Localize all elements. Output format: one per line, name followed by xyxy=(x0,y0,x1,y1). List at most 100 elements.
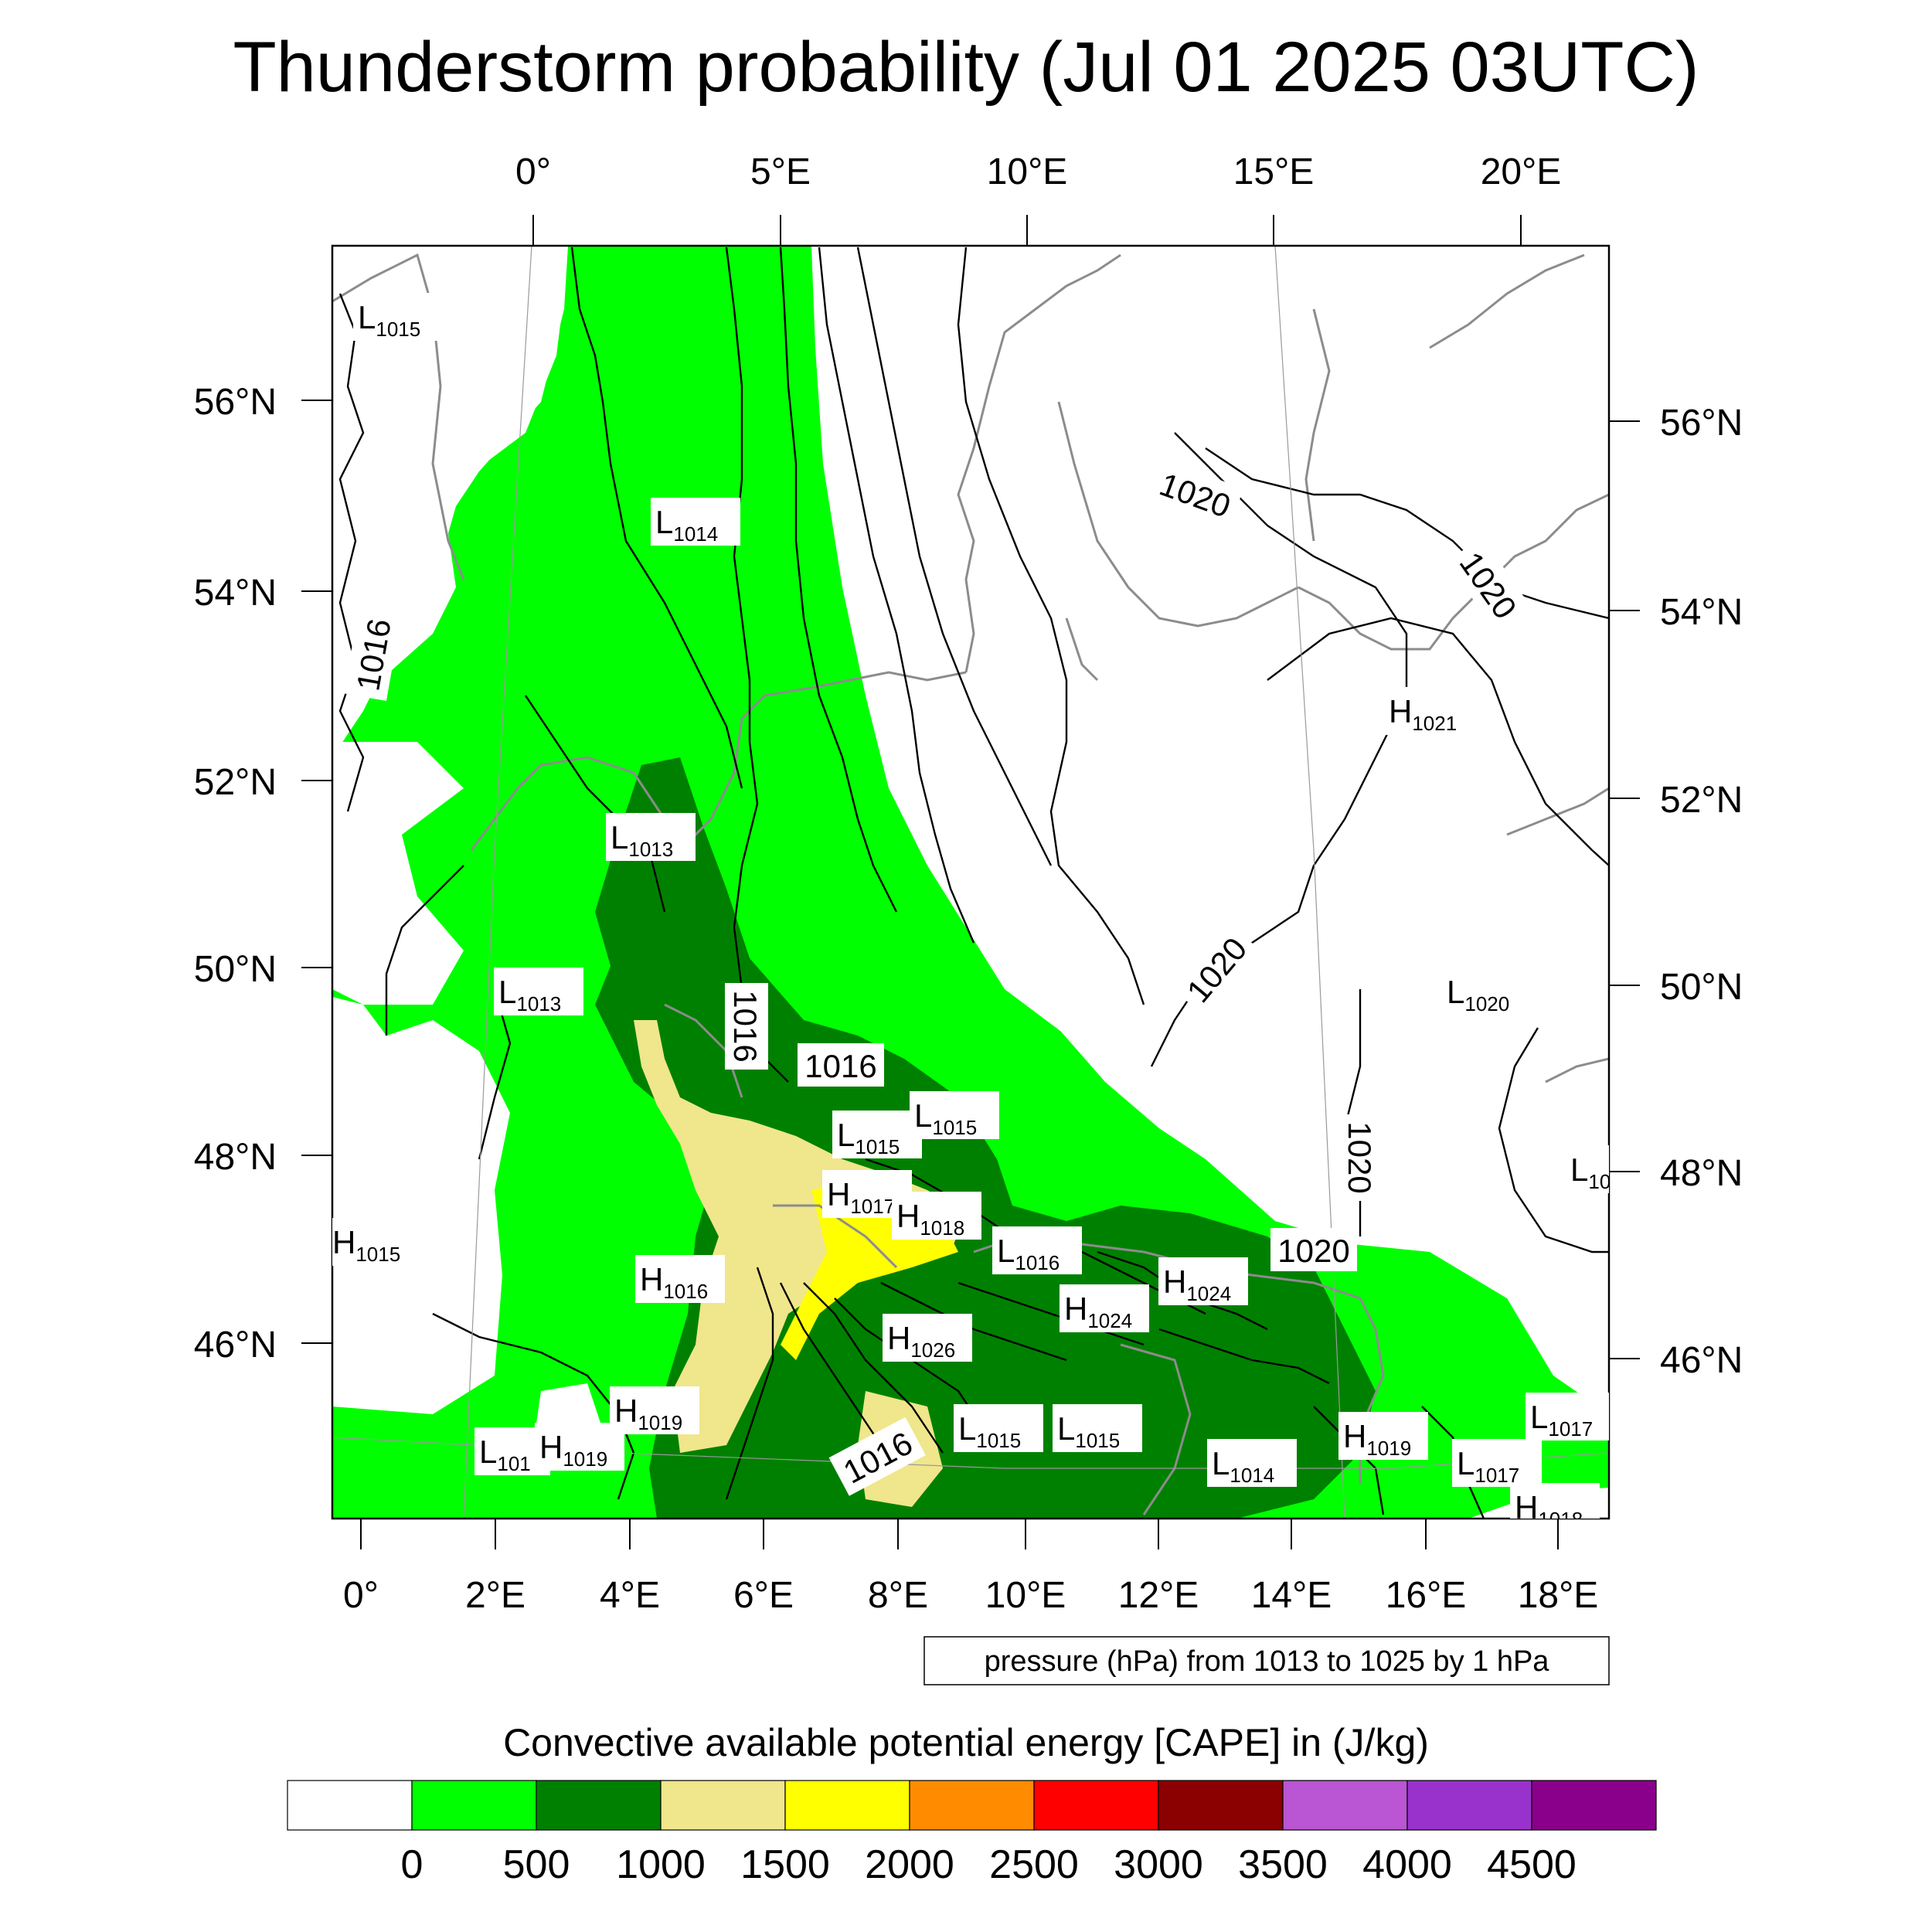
pressure-center-label-bg xyxy=(651,498,740,546)
colorbar-swatch xyxy=(1406,1780,1532,1831)
high-pressure-label: H1016 xyxy=(640,1261,708,1303)
colorbar-swatch xyxy=(909,1780,1035,1831)
cape-region-0-500 xyxy=(332,246,1609,1519)
bottom-lon-tick-label: 6°E xyxy=(733,1575,794,1616)
colorbar-swatch xyxy=(411,1780,537,1831)
low-pressure-label: L1015 xyxy=(1057,1410,1120,1452)
low-pressure-label: L1014 xyxy=(655,504,718,546)
high-pressure-label: H1024 xyxy=(1163,1264,1231,1305)
high-pressure-label: H1018 xyxy=(1515,1489,1583,1531)
high-pressure-label: H1017 xyxy=(827,1176,895,1218)
pressure-center-label-bg xyxy=(1442,968,1532,1015)
low-pressure-label: L1013 xyxy=(611,819,673,861)
cape-region-1000-1500 xyxy=(634,1020,966,1453)
bottom-lon-tick-label: 10°E xyxy=(985,1575,1066,1616)
low-pressure-label: L1014 xyxy=(1212,1445,1274,1487)
right-latitude-axis: 56°N 54°N 52°N 50°N 48°N 46°N xyxy=(1609,403,1743,1381)
low-pressure-label: L1015 xyxy=(958,1410,1021,1452)
pressure-center-label-bg xyxy=(1338,1412,1428,1460)
colorbar-swatch xyxy=(1531,1780,1657,1831)
bottom-lon-tick-label: 2°E xyxy=(465,1575,526,1616)
bottom-lon-tick-label: 12°E xyxy=(1118,1575,1199,1616)
colorbar-swatch xyxy=(784,1780,910,1831)
pressure-center-label-bg xyxy=(1384,687,1474,735)
left-lat-tick-label: 48°N xyxy=(194,1137,277,1178)
right-lat-tick-label: 54°N xyxy=(1660,592,1743,633)
right-lat-tick-label: 48°N xyxy=(1660,1153,1743,1194)
isobar-value-label: 1020 xyxy=(1270,1228,1357,1271)
low-pressure-label: L1017 xyxy=(1530,1399,1593,1440)
left-lat-tick-label: 46°N xyxy=(194,1325,277,1366)
low-pressure-label: L1015 xyxy=(837,1117,900,1158)
isobar-value-label: 1016 xyxy=(343,607,402,701)
colorbar-tick-label: 3500 xyxy=(1238,1842,1328,1887)
colorbar-tick-label: 500 xyxy=(503,1842,570,1887)
bottom-lon-tick-label: 16°E xyxy=(1386,1575,1467,1616)
isobar-value-label: 1020 xyxy=(1339,1114,1383,1201)
pressure-center-label-bg xyxy=(1526,1393,1609,1440)
svg-text:1020: 1020 xyxy=(1277,1233,1349,1269)
colorbar-swatch xyxy=(1033,1780,1159,1831)
pressure-center-label-bg xyxy=(883,1314,972,1362)
left-lat-tick-label: 56°N xyxy=(194,382,277,423)
colorbar-tick-label: 4500 xyxy=(1487,1842,1577,1887)
high-pressure-label: H1026 xyxy=(887,1320,955,1362)
colorbar-tick-label: 1000 xyxy=(616,1842,706,1887)
low-pressure-label: L10 xyxy=(1570,1151,1611,1193)
high-pressure-label: H1021 xyxy=(1389,693,1457,735)
high-pressure-label: H1024 xyxy=(1064,1291,1132,1332)
low-pressure-label: L1013 xyxy=(498,974,561,1015)
colorbar-tick-label: 2500 xyxy=(989,1842,1079,1887)
right-lat-tick-label: 56°N xyxy=(1660,403,1743,444)
pressure-center-label-bg xyxy=(353,293,443,341)
low-pressure-label: L1015 xyxy=(914,1097,977,1139)
bottom-lon-tick-label: 0° xyxy=(343,1575,379,1616)
top-lon-tick-label: 15°E xyxy=(1233,151,1315,192)
right-lat-tick-label: 52°N xyxy=(1660,780,1743,821)
pressure-center-label-bg xyxy=(910,1091,999,1139)
figure-title: Thunderstorm probability (Jul 01 2025 03… xyxy=(233,28,1699,107)
low-pressure-label: L1015 xyxy=(358,299,420,341)
pressure-center-label-bg xyxy=(635,1255,725,1303)
top-longitude-axis: 0° 5°E 10°E 15°E 20°E xyxy=(515,151,1561,246)
pressure-center-label-bg xyxy=(494,968,583,1015)
cape-colorbar: 0 500 1000 1500 2000 2500 3000 3500 4000 4500 xyxy=(287,1780,1657,1887)
top-lon-tick-label: 0° xyxy=(515,151,551,192)
high-pressure-label: H1018 xyxy=(896,1198,964,1240)
svg-text:1016: 1016 xyxy=(804,1048,876,1084)
top-lon-tick-label: 20°E xyxy=(1481,151,1562,192)
pressure-center-label-bg xyxy=(535,1423,624,1471)
pressure-center-label-bg xyxy=(832,1111,922,1158)
bottom-lon-tick-label: 8°E xyxy=(868,1575,928,1616)
left-lat-tick-label: 54°N xyxy=(194,573,277,614)
colorbar-tick-label: 3000 xyxy=(1114,1842,1203,1887)
right-lat-tick-label: 46°N xyxy=(1660,1340,1743,1381)
pressure-center-label-bg xyxy=(332,1218,417,1266)
isobar-value-label: 1016 xyxy=(798,1043,884,1087)
map-panel xyxy=(332,246,1609,1519)
low-pressure-label: L101 xyxy=(479,1434,531,1475)
left-latitude-axis: 56°N 54°N 52°N 50°N 48°N 46°N xyxy=(194,382,332,1366)
pressure-center-label-bg xyxy=(992,1226,1082,1274)
pressure-center-label-bg xyxy=(1510,1483,1600,1519)
contour-info-box: pressure (hPa) from 1013 to 1025 by 1 hP… xyxy=(923,1636,1610,1685)
colorbar-title: Convective available potential energy [C… xyxy=(503,1721,1429,1764)
coastlines xyxy=(332,253,1609,1515)
svg-text:1020: 1020 xyxy=(1342,1121,1378,1193)
colorbar-swatch xyxy=(660,1780,786,1831)
cape-clear-east xyxy=(811,246,1609,1252)
colorbar-tick-label: 0 xyxy=(401,1842,423,1887)
svg-text:1016: 1016 xyxy=(727,990,764,1062)
pressure-center-label-bg xyxy=(606,813,696,861)
colorbar-tick-label: 1500 xyxy=(740,1842,830,1887)
pressure-center-label-bg xyxy=(1158,1257,1248,1305)
pressure-center-label-bg xyxy=(1566,1145,1609,1193)
low-pressure-label: L1020 xyxy=(1447,974,1509,1015)
pressure-center-label-bg xyxy=(954,1404,1043,1452)
high-pressure-label: H1019 xyxy=(539,1429,607,1471)
colorbar-tick-label: 4000 xyxy=(1362,1842,1452,1887)
top-lon-tick-label: 10°E xyxy=(987,151,1068,192)
isobars xyxy=(338,247,1609,1519)
